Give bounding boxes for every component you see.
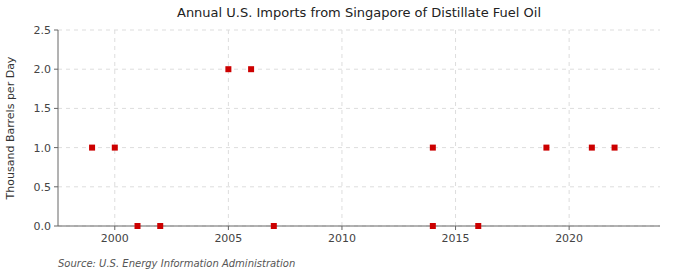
x-grid-line xyxy=(228,30,229,226)
title: Annual U.S. Imports from Singapore of Di… xyxy=(177,5,541,20)
x-grid-line xyxy=(114,30,115,226)
y-tick-label: 0.0 xyxy=(34,220,52,233)
y-grid-line xyxy=(58,108,660,109)
chart-container: Annual U.S. Imports from Singapore of Di… xyxy=(0,0,675,275)
y-tick-label: 1.5 xyxy=(34,102,52,115)
x-tick xyxy=(114,226,115,230)
point xyxy=(589,145,595,151)
y-tick xyxy=(54,147,58,148)
point xyxy=(157,223,163,229)
y-axis-line xyxy=(58,30,59,226)
x-tick-label: 2000 xyxy=(101,232,129,245)
points xyxy=(89,66,617,229)
point xyxy=(112,145,118,151)
y-tick xyxy=(54,226,58,227)
y-grid-line xyxy=(58,30,660,31)
y-tick xyxy=(54,108,58,109)
point xyxy=(475,223,481,229)
x-tick xyxy=(455,226,456,230)
y-tick xyxy=(54,186,58,187)
y-grid-line xyxy=(58,69,660,70)
x-tick xyxy=(569,226,570,230)
point xyxy=(430,145,436,151)
y-grid-line xyxy=(58,147,660,148)
x-tick xyxy=(228,226,229,230)
x-tick-label: 2020 xyxy=(555,232,583,245)
point xyxy=(225,66,231,72)
y-tick xyxy=(54,30,58,31)
x-tick-label: 2005 xyxy=(214,232,242,245)
point xyxy=(612,145,618,151)
y-grid-line xyxy=(58,186,660,187)
y-grid-line xyxy=(58,226,660,227)
y-axis-label: Thousand Barrels per Day xyxy=(4,56,17,200)
x-grid-line xyxy=(455,30,456,226)
point xyxy=(248,66,254,72)
y-tick-label: 1.0 xyxy=(34,142,52,155)
point xyxy=(271,223,277,229)
x-tick-label: 2010 xyxy=(328,232,356,245)
x-grid-line xyxy=(569,30,570,226)
x-tick xyxy=(341,226,342,230)
x-axis-line xyxy=(58,226,660,227)
grid xyxy=(58,30,660,226)
y-tick-label: 2.0 xyxy=(34,63,52,76)
point xyxy=(543,145,549,151)
chart-svg: Annual U.S. Imports from Singapore of Di… xyxy=(0,0,675,275)
x-tick-label: 2015 xyxy=(442,232,470,245)
y-tick-label: 0.5 xyxy=(34,181,52,194)
point xyxy=(430,223,436,229)
source-note: Source: U.S. Energy Information Administ… xyxy=(58,258,295,269)
x-grid-line xyxy=(341,30,342,226)
point xyxy=(135,223,141,229)
point xyxy=(89,145,95,151)
y-tick xyxy=(54,69,58,70)
y-tick-label: 2.5 xyxy=(34,24,52,37)
axes: 2000 2005 2010 2015 2020 0.0 0.5 1.0 1.5 2.0 2.5 xyxy=(34,24,661,245)
